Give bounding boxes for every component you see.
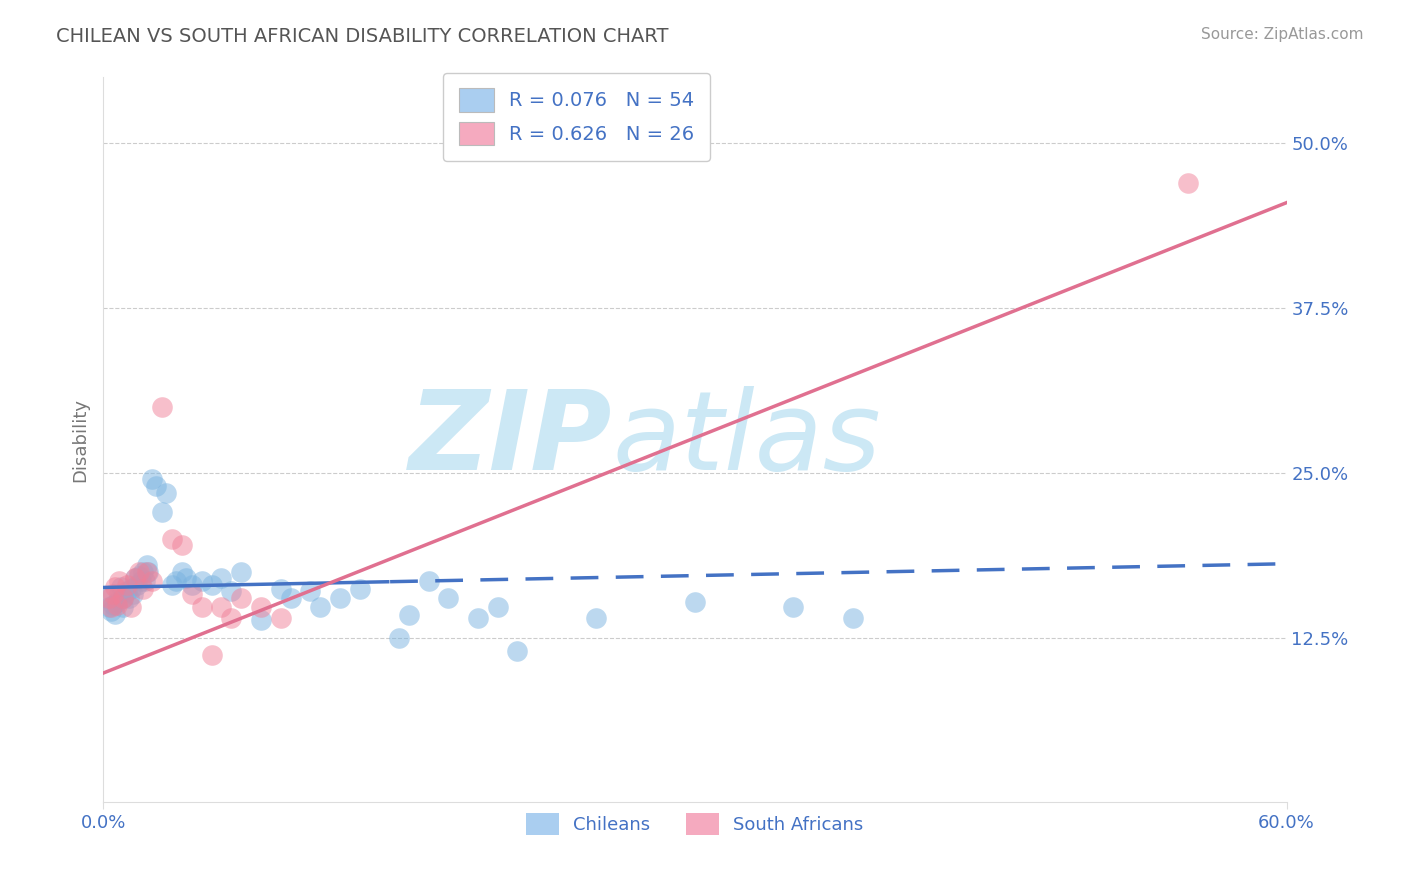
Point	[96, 591, 118, 605]
Point	[467, 611, 489, 625]
Text: atlas: atlas	[612, 386, 880, 493]
Point	[141, 574, 163, 588]
Point	[135, 565, 157, 579]
Point	[100, 600, 122, 615]
Point	[221, 584, 243, 599]
Point	[105, 598, 128, 612]
Point	[128, 568, 150, 582]
Point	[221, 611, 243, 625]
Point	[98, 591, 121, 605]
Point	[115, 578, 138, 592]
Point	[170, 565, 193, 579]
Point	[180, 587, 202, 601]
Y-axis label: Disability: Disability	[72, 398, 89, 482]
Point	[118, 591, 141, 605]
Point	[111, 591, 134, 605]
Point	[120, 582, 142, 596]
Point	[585, 611, 607, 625]
Point	[111, 600, 134, 615]
Point	[486, 600, 509, 615]
Text: CHILEAN VS SOUTH AFRICAN DISABILITY CORRELATION CHART: CHILEAN VS SOUTH AFRICAN DISABILITY CORR…	[56, 27, 669, 45]
Point	[160, 532, 183, 546]
Point	[111, 591, 134, 605]
Point	[134, 574, 156, 588]
Point	[180, 578, 202, 592]
Point	[270, 582, 292, 596]
Point	[131, 565, 153, 579]
Point	[145, 479, 167, 493]
Point	[124, 571, 146, 585]
Point	[115, 584, 138, 599]
Point	[121, 587, 143, 601]
Point	[388, 631, 411, 645]
Point	[105, 595, 128, 609]
Point	[201, 648, 224, 662]
Point	[110, 581, 132, 595]
Point	[418, 574, 440, 588]
Point	[108, 587, 131, 601]
Point	[231, 565, 253, 579]
Point	[1177, 176, 1199, 190]
Point	[201, 578, 224, 592]
Point	[129, 574, 152, 588]
Point	[101, 598, 124, 612]
Text: Source: ZipAtlas.com: Source: ZipAtlas.com	[1201, 27, 1364, 42]
Point	[231, 591, 253, 605]
Point	[108, 574, 131, 588]
Point	[437, 591, 460, 605]
Point	[160, 578, 183, 592]
Point	[141, 472, 163, 486]
Point	[150, 400, 173, 414]
Point	[250, 600, 273, 615]
Point	[135, 558, 157, 572]
Point	[101, 587, 124, 601]
Point	[250, 614, 273, 628]
Point	[131, 582, 153, 596]
Point	[155, 485, 177, 500]
Point	[128, 565, 150, 579]
Point	[124, 571, 146, 585]
Point	[120, 600, 142, 615]
Point	[190, 574, 212, 588]
Point	[299, 584, 322, 599]
Point	[125, 578, 148, 592]
Point	[398, 608, 420, 623]
Text: ZIP: ZIP	[409, 386, 612, 493]
Point	[309, 600, 332, 615]
Point	[104, 607, 127, 621]
Point	[165, 574, 187, 588]
Point	[270, 611, 292, 625]
Point	[170, 538, 193, 552]
Point	[100, 604, 122, 618]
Point	[841, 611, 863, 625]
Point	[782, 600, 804, 615]
Point	[683, 595, 706, 609]
Point	[349, 582, 371, 596]
Point	[211, 571, 233, 585]
Point	[506, 643, 529, 657]
Point	[211, 600, 233, 615]
Legend: Chileans, South Africans: Chileans, South Africans	[517, 804, 873, 844]
Point	[104, 581, 127, 595]
Point	[329, 591, 352, 605]
Point	[150, 505, 173, 519]
Point	[174, 571, 197, 585]
Point	[190, 600, 212, 615]
Point	[138, 565, 160, 579]
Point	[98, 600, 121, 615]
Point	[280, 591, 302, 605]
